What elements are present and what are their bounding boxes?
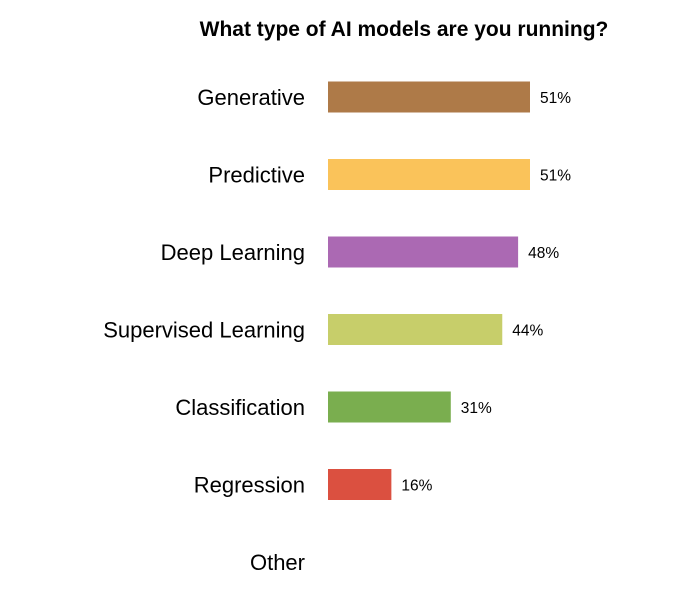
chart-title: What type of AI models are you running? <box>200 18 609 41</box>
bar-supervised-learning <box>328 314 503 345</box>
category-label-other: Other <box>250 550 305 575</box>
bar-deep-learning <box>328 236 519 268</box>
value-label-deep-learning: 48% <box>528 245 559 262</box>
category-label-classification: Classification <box>175 395 305 420</box>
value-label-predictive: 51% <box>540 168 571 185</box>
category-label-regression: Regression <box>194 473 305 498</box>
bar-classification <box>328 391 451 423</box>
category-label-supervised-learning: Supervised Learning <box>103 318 305 343</box>
bar-regression <box>328 469 392 500</box>
value-label-supervised-learning: 44% <box>512 323 543 340</box>
value-label-classification: 31% <box>461 400 492 417</box>
bar-predictive <box>328 159 530 190</box>
category-label-deep-learning: Deep Learning <box>161 240 305 265</box>
category-label-generative: Generative <box>197 85 305 110</box>
bars-group: Generative 51% Predictive 51% Deep Learning 4… <box>103 81 571 575</box>
category-label-predictive: Predictive <box>208 163 305 188</box>
value-label-generative: 51% <box>540 90 571 107</box>
bar-generative <box>328 81 530 113</box>
value-label-regression: 16% <box>401 478 432 495</box>
